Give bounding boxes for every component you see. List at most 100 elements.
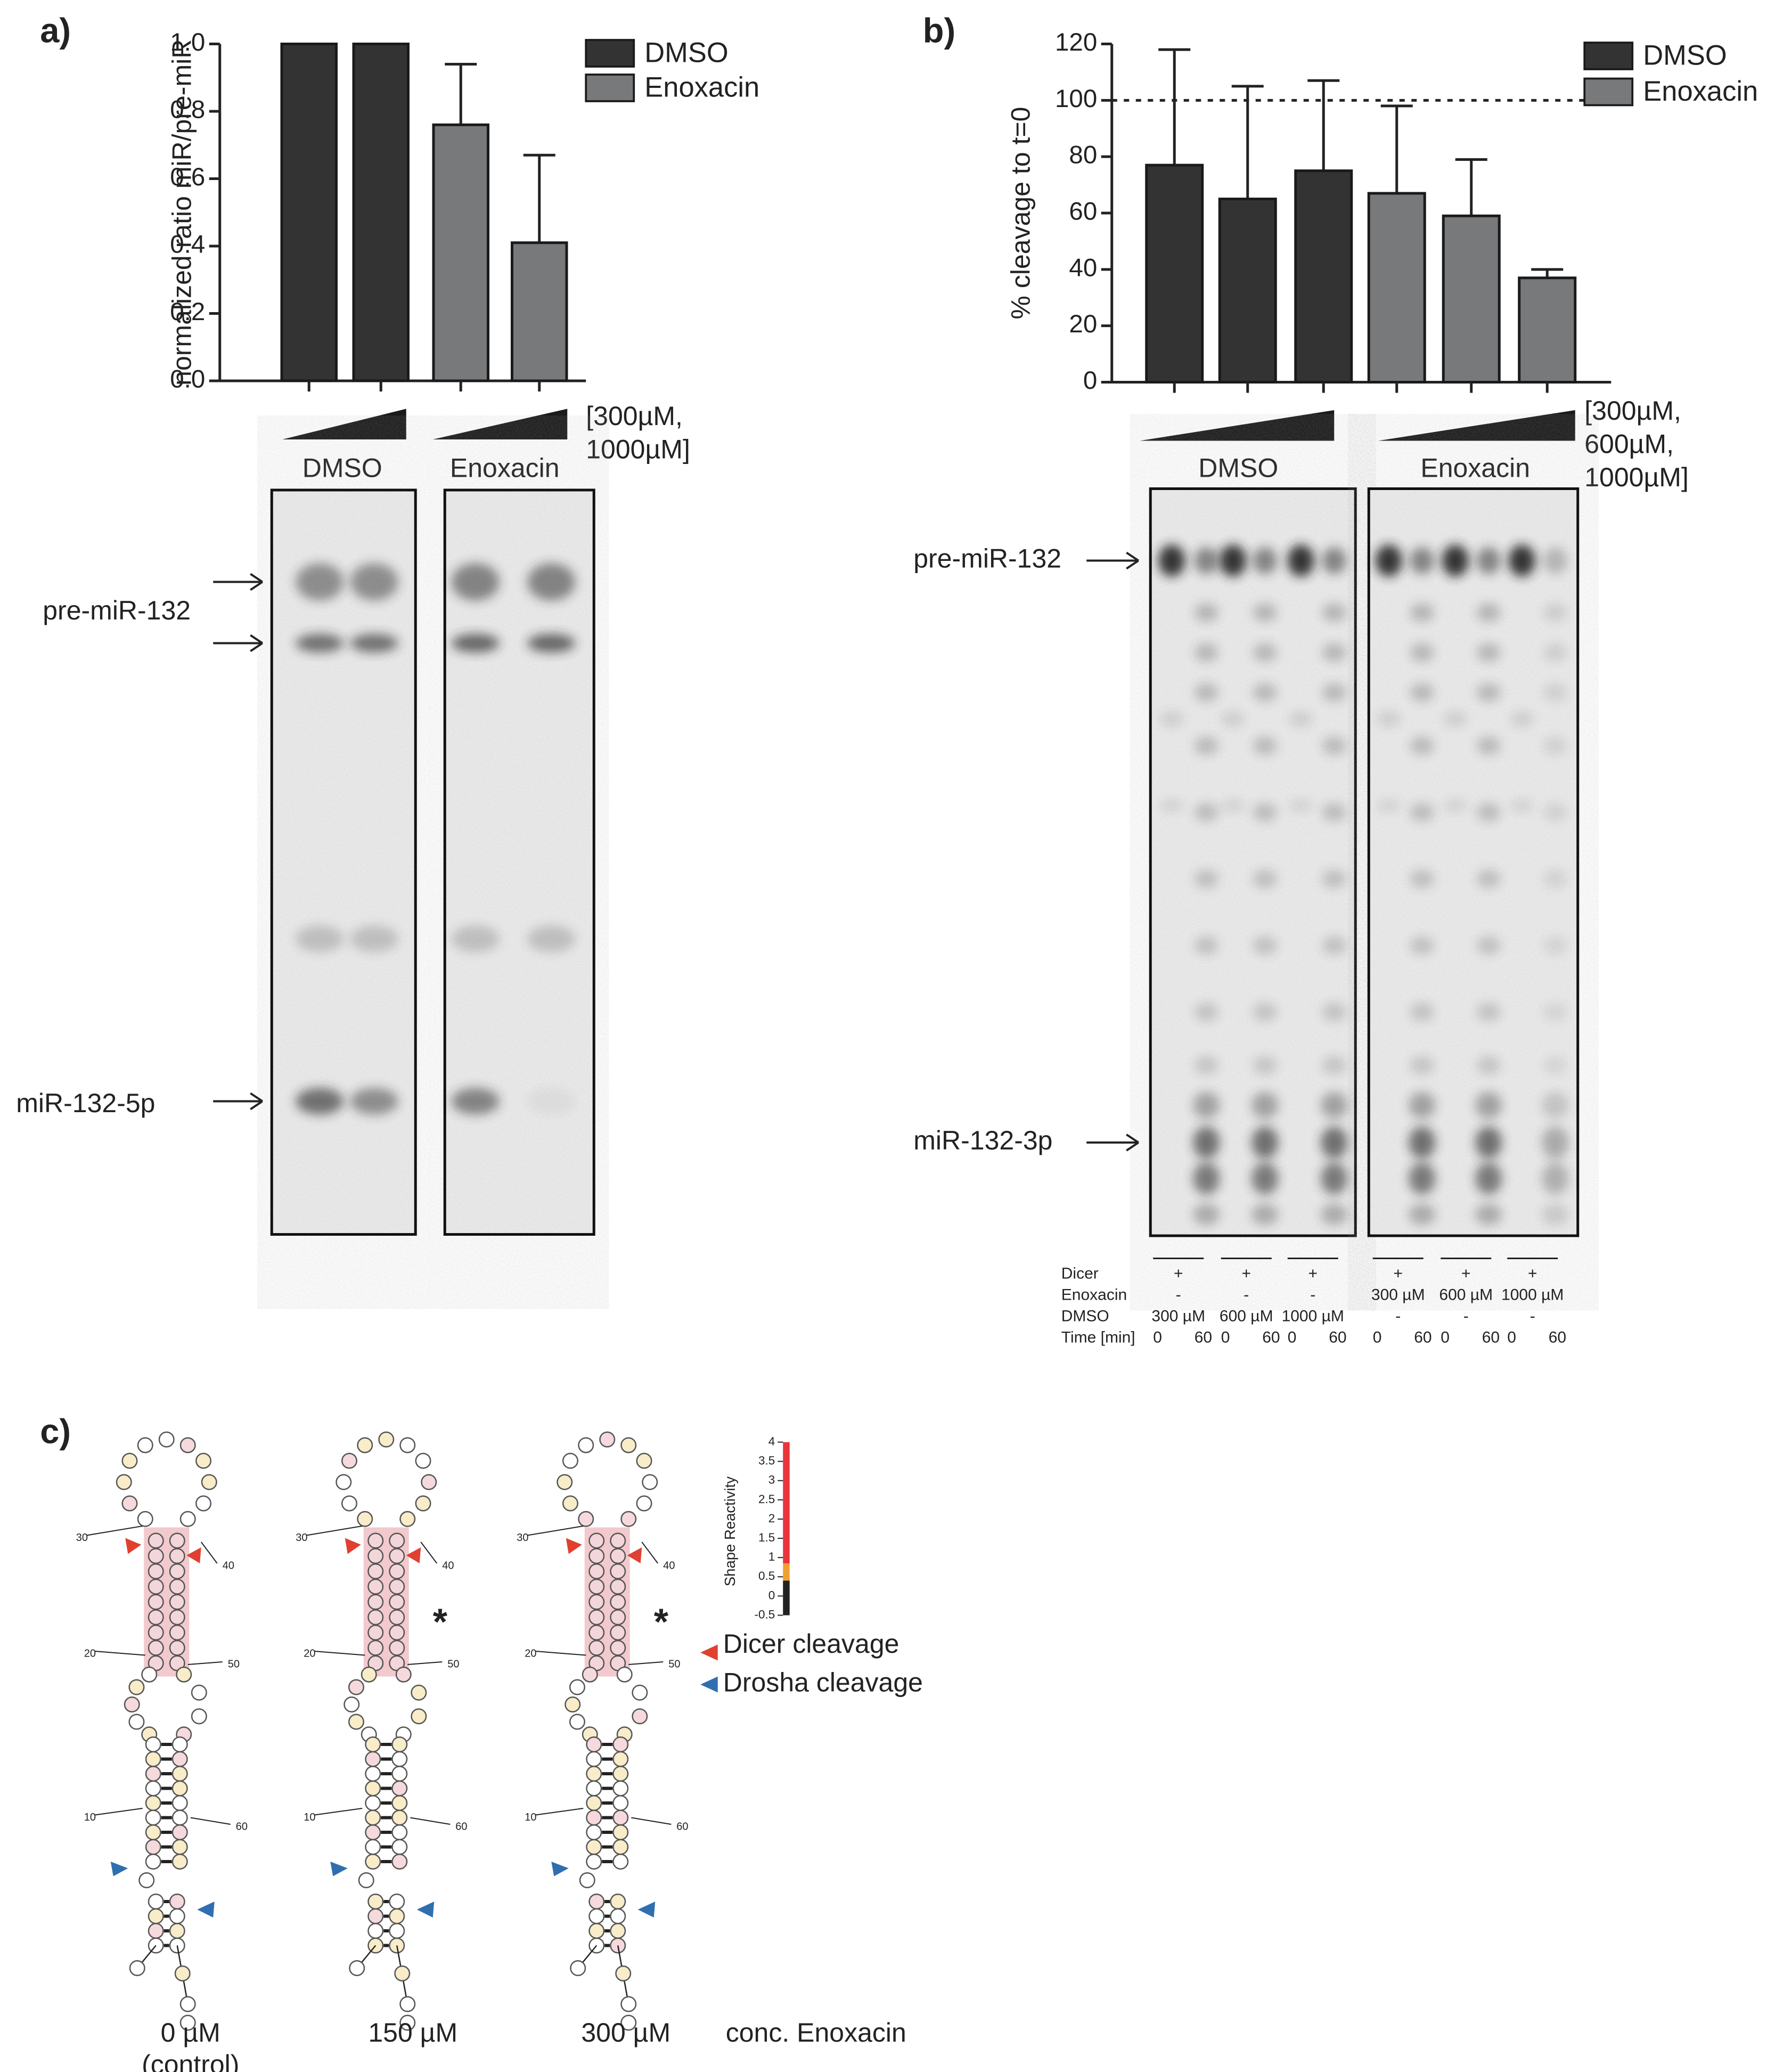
nucleotide	[116, 1474, 132, 1490]
position-label: 20	[525, 1647, 536, 1659]
table-cell: +	[1528, 1265, 1537, 1282]
position-label: 50	[668, 1658, 680, 1670]
table-cell: 60	[1549, 1328, 1566, 1346]
nucleotide	[620, 1996, 637, 2012]
nucleotide	[389, 1563, 405, 1579]
gel-band	[1289, 711, 1313, 727]
nucleotide	[195, 1495, 212, 1512]
nucleotide	[582, 1666, 598, 1683]
nucleotide	[389, 1923, 405, 1939]
nucleotide	[391, 1795, 408, 1811]
gel-band	[451, 563, 500, 601]
arrow-head	[1126, 551, 1139, 562]
bar	[1518, 276, 1577, 384]
position-label: 30	[517, 1532, 528, 1544]
nucleotide	[145, 1780, 161, 1797]
nucleotide	[367, 1548, 384, 1564]
gel-band	[1543, 1056, 1567, 1075]
nucleotide	[399, 2014, 416, 2031]
structure-sublabel: (control)	[142, 2050, 239, 2072]
nucleotide	[145, 1751, 161, 1767]
gel-frame	[443, 488, 595, 1236]
gel-band	[1409, 1092, 1436, 1119]
nucleotide	[148, 1639, 164, 1656]
gel-band	[1251, 1204, 1279, 1225]
nucleotide	[169, 1609, 185, 1626]
table-cell: +	[1461, 1265, 1471, 1282]
nucleotide	[348, 1714, 364, 1730]
gel-grain	[1369, 488, 1578, 1236]
nucleotide	[171, 1795, 188, 1811]
nucleotide	[365, 1839, 381, 1855]
gel-band	[1321, 1127, 1348, 1159]
gel-band	[1410, 736, 1434, 755]
gel-frame	[270, 488, 417, 1236]
nucleotide	[145, 1854, 161, 1870]
nucleotide	[612, 1751, 629, 1767]
position-leader	[407, 1661, 443, 1665]
gel-band	[1253, 803, 1277, 822]
gel-band	[1322, 1002, 1346, 1022]
gel-band	[1476, 603, 1501, 622]
panel-label: a)	[40, 11, 71, 50]
nucleotide	[179, 1437, 196, 1454]
concentration-wedge	[1378, 410, 1575, 441]
gel-label: pre-miR-132	[913, 544, 1061, 574]
nucleotide	[586, 1766, 602, 1782]
scale-tick-label: 2.5	[758, 1492, 775, 1506]
table-cell: 0	[1441, 1328, 1450, 1346]
group-label: DMSO	[1198, 453, 1278, 483]
nucleotide	[357, 1437, 373, 1454]
gel-frame	[1367, 487, 1580, 1237]
gel-band	[1322, 643, 1346, 662]
nucleotide	[169, 1923, 185, 1939]
gel-band	[1194, 803, 1218, 822]
position-label: 50	[228, 1658, 240, 1670]
asterisk: *	[433, 1601, 448, 1642]
concentration-label: 1000µM]	[1584, 462, 1689, 492]
table-cell: -	[1463, 1307, 1469, 1325]
nucleotide	[391, 1839, 408, 1855]
gel-band	[1194, 869, 1218, 888]
position-leader	[94, 1651, 145, 1656]
drosha-site	[551, 1862, 569, 1877]
gel-band	[1543, 869, 1567, 888]
drosha-site	[330, 1862, 348, 1877]
concentration-label: [300µM,	[586, 401, 683, 431]
gel-band	[1220, 544, 1247, 577]
table-cell: 60	[1482, 1328, 1500, 1346]
scale-title: Shape Reactivity	[722, 1476, 738, 1587]
nucleotide	[389, 1625, 405, 1641]
gel-band	[350, 563, 398, 601]
nucleotide	[169, 1894, 185, 1910]
gel-band	[1322, 1056, 1346, 1075]
gel-band	[1410, 643, 1434, 662]
gel-band	[1322, 603, 1346, 622]
nucleotide	[612, 1780, 629, 1797]
nucleotide	[128, 1679, 145, 1695]
legend-label: Enoxacin	[1643, 76, 1758, 107]
nucleotide	[586, 1780, 602, 1797]
nucleotide	[612, 1839, 629, 1855]
table-cell: 0	[1221, 1328, 1230, 1346]
gel-band	[527, 1088, 576, 1115]
scale-tick-label: 4	[768, 1434, 775, 1448]
table-cell: 600 µM	[1439, 1286, 1493, 1303]
nucleotide	[129, 1960, 145, 1976]
position-label: 10	[525, 1812, 536, 1823]
axis-label: conc. Enoxacin	[726, 2018, 906, 2047]
gel-band	[1322, 936, 1346, 955]
position-label: 50	[447, 1658, 459, 1670]
gel-band	[1410, 1056, 1434, 1075]
nucleotide	[578, 1437, 594, 1454]
table-row-label: Enoxacin	[1061, 1286, 1127, 1303]
table-cell: -	[1176, 1286, 1181, 1303]
drosha-site	[416, 1902, 435, 1918]
nucleotide	[201, 1474, 217, 1490]
nucleotide	[148, 1625, 164, 1641]
table-cell: 0	[1288, 1328, 1297, 1346]
nucleotide	[169, 1594, 185, 1610]
nucleotide	[620, 1437, 637, 1454]
table-cell: 60	[1414, 1328, 1431, 1346]
nucleotide	[588, 1578, 605, 1595]
